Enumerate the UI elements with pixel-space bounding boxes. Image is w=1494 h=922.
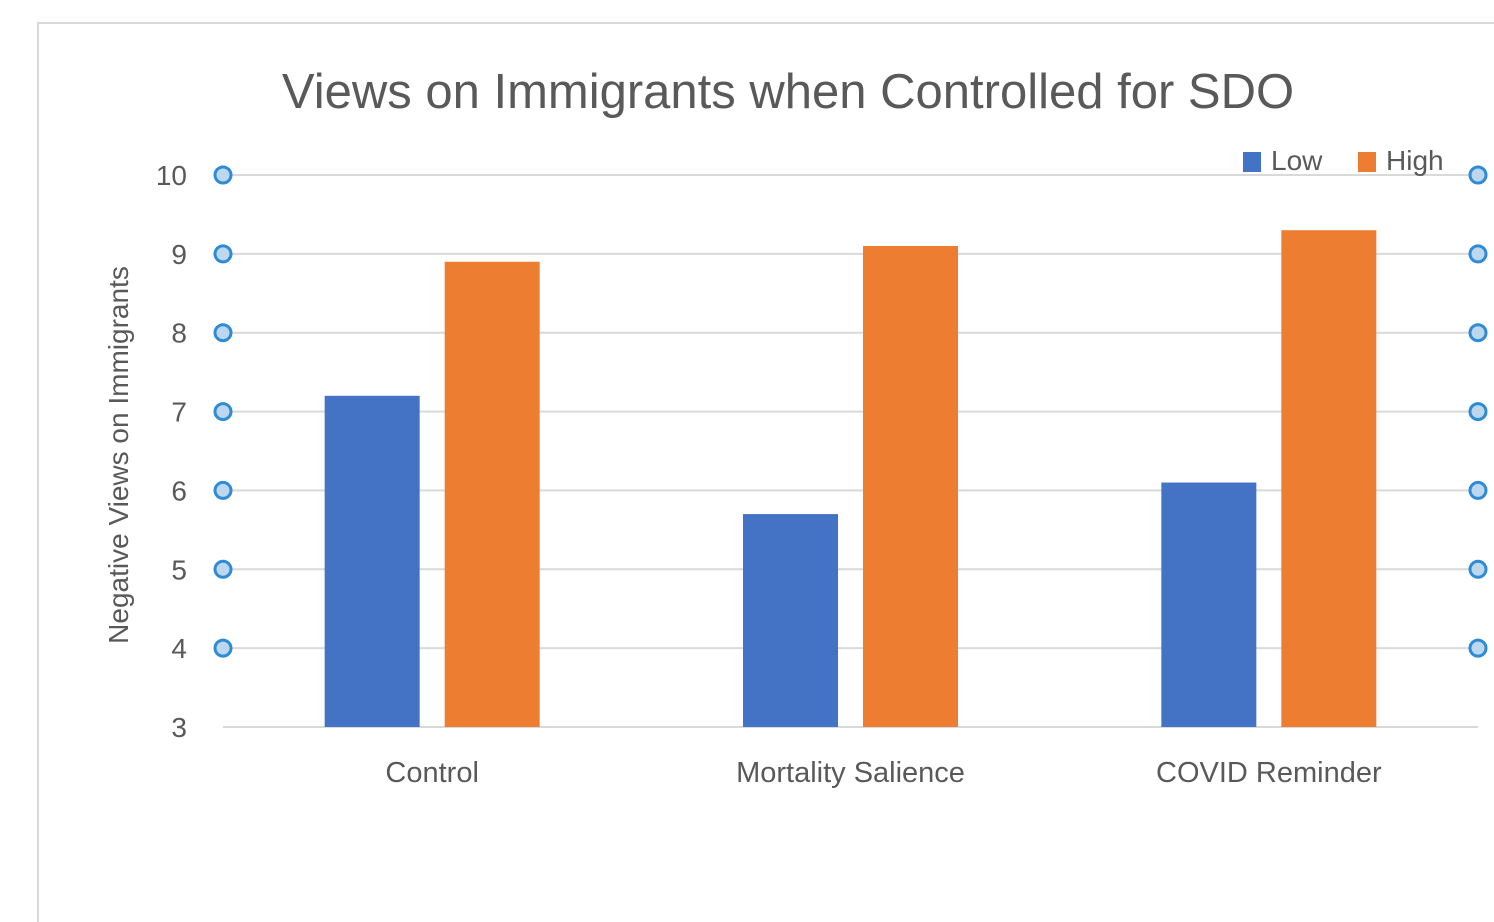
- resize-handle-right[interactable]: [1468, 559, 1488, 579]
- bars: [324, 230, 1377, 727]
- resize-handle-left[interactable]: [213, 244, 233, 264]
- resize-handle-left[interactable]: [213, 323, 233, 343]
- y-tick-label: 10: [156, 160, 187, 191]
- resize-handle-left[interactable]: [213, 559, 233, 579]
- legend-label-high: High: [1386, 145, 1444, 176]
- bar-chart: Views on Immigrants when Controlled for …: [103, 65, 1488, 789]
- y-tick-label: 6: [171, 475, 187, 506]
- resize-handle-left[interactable]: [213, 402, 233, 422]
- resize-handle-right[interactable]: [1468, 323, 1488, 343]
- y-axis-ticks: 3 4 5 6 7 8 9 10: [156, 160, 187, 743]
- legend-swatch-low: [1243, 152, 1261, 172]
- y-tick-label: 5: [171, 554, 187, 585]
- resize-handle-left[interactable]: [213, 165, 233, 185]
- legend-label-low: Low: [1271, 145, 1323, 176]
- y-tick-label: 9: [171, 239, 187, 270]
- resize-handle-right[interactable]: [1468, 244, 1488, 264]
- resize-handle-right[interactable]: [1468, 638, 1488, 658]
- legend: Low High: [1243, 145, 1444, 176]
- x-category-label: Mortality Salience: [736, 757, 965, 789]
- resize-handle-left[interactable]: [213, 638, 233, 658]
- resize-handle-left[interactable]: [213, 480, 233, 500]
- y-tick-label: 7: [171, 397, 187, 428]
- bar-low-2: [1161, 482, 1257, 727]
- y-tick-label: 4: [171, 633, 187, 664]
- y-axis-label: Negative Views on Immigrants: [103, 266, 134, 644]
- chart-title: Views on Immigrants when Controlled for …: [282, 65, 1294, 119]
- bar-low-0: [324, 395, 420, 727]
- resize-handle-right[interactable]: [1468, 165, 1488, 185]
- bar-high-0: [444, 261, 540, 727]
- bar-high-1: [863, 245, 958, 727]
- selection-handles[interactable]: [213, 165, 1488, 658]
- resize-handle-right[interactable]: [1468, 402, 1488, 422]
- y-tick-label: 8: [171, 318, 187, 349]
- x-category-label: Control: [385, 757, 479, 789]
- chart-frame[interactable]: [37, 22, 1494, 922]
- x-category-label: COVID Reminder: [1156, 757, 1382, 789]
- y-tick-label: 3: [171, 712, 187, 743]
- bar-low-1: [743, 514, 838, 727]
- bar-high-2: [1281, 230, 1377, 727]
- resize-handle-right[interactable]: [1468, 480, 1488, 500]
- x-axis-categories: Control Mortality Salience COVID Reminder: [385, 757, 1382, 789]
- legend-swatch-high: [1358, 152, 1376, 172]
- gridlines: [223, 174, 1478, 728]
